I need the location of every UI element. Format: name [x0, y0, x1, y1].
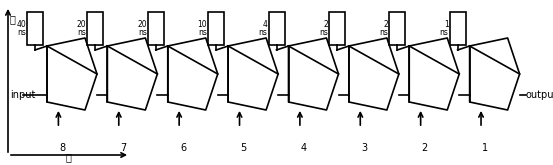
Text: 1
ns: 1 ns	[440, 20, 448, 37]
Bar	[208, 12, 224, 45]
Text: 行: 行	[65, 152, 71, 162]
Text: 6: 6	[180, 143, 186, 153]
Text: 2: 2	[421, 143, 428, 153]
Text: 20
ns: 20 ns	[137, 20, 147, 37]
Text: 7: 7	[120, 143, 126, 153]
Bar	[389, 12, 405, 45]
Text: 4
ns: 4 ns	[259, 20, 268, 37]
Bar	[450, 12, 466, 45]
Bar	[87, 12, 103, 45]
Bar	[27, 12, 43, 45]
Text: 3: 3	[361, 143, 367, 153]
Text: output: output	[526, 90, 553, 100]
Text: 8: 8	[59, 143, 65, 153]
Bar	[269, 12, 284, 45]
Bar	[329, 12, 345, 45]
Text: 10
ns: 10 ns	[197, 20, 207, 37]
Bar	[148, 12, 164, 45]
Text: 40
ns: 40 ns	[16, 20, 26, 37]
Text: input: input	[10, 90, 35, 100]
Text: 5: 5	[241, 143, 247, 153]
Text: 4: 4	[301, 143, 307, 153]
Text: 2
ns: 2 ns	[319, 20, 328, 37]
Text: 2
ns: 2 ns	[379, 20, 388, 37]
Text: 20
ns: 20 ns	[77, 20, 86, 37]
Text: 列: 列	[10, 14, 16, 24]
Text: 1: 1	[482, 143, 488, 153]
